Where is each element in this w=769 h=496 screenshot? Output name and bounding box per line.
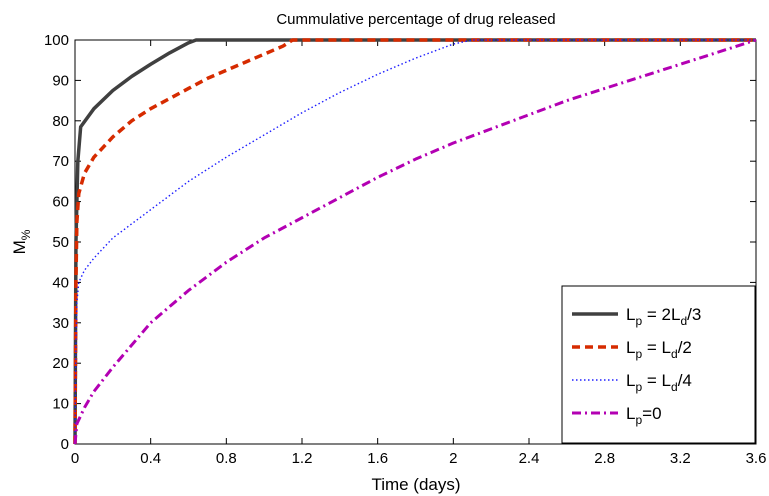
legend-label-part: d xyxy=(680,314,687,328)
x-tick-label: 2.8 xyxy=(594,450,615,467)
y-tick-label: 100 xyxy=(44,32,69,49)
series-layer xyxy=(73,38,757,445)
legend-label-part: L xyxy=(626,371,635,390)
legend-label-part: =0 xyxy=(642,404,661,423)
y-tick-label: 40 xyxy=(52,274,69,291)
legend-label-part: /2 xyxy=(678,338,692,357)
y-tick-label: 60 xyxy=(52,194,69,211)
y-tick-label: 20 xyxy=(52,355,69,372)
legend-label-part: = 2L xyxy=(642,305,680,324)
legend-box xyxy=(561,285,756,444)
x-tick-label: 3.2 xyxy=(670,450,691,467)
y-axis-label-sub: % xyxy=(19,229,33,240)
legend-label-part: = L xyxy=(642,371,671,390)
series-line-2 xyxy=(74,39,756,445)
legend: Lp = 2Ld/3Lp = Ld/2Lp = Ld/4Lp=0 xyxy=(561,285,756,444)
legend-label-part: L xyxy=(626,338,635,357)
x-tick-label: 0 xyxy=(71,450,79,467)
y-tick-label: 50 xyxy=(52,234,69,251)
y-tick-label: 30 xyxy=(52,315,69,332)
y-tick-label: 10 xyxy=(52,396,69,413)
y-tick-label: 80 xyxy=(52,113,69,130)
y-tick-label: 70 xyxy=(52,153,69,170)
series-line-1 xyxy=(73,38,756,445)
legend-label-part: p xyxy=(635,413,642,427)
legend-label-part: p xyxy=(635,347,642,361)
legend-label-part: L xyxy=(626,305,635,324)
x-tick-label: 2.4 xyxy=(519,450,540,467)
x-axis-label: Time (days) xyxy=(371,475,460,494)
x-tick-label: 3.6 xyxy=(746,450,767,467)
y-tick-label: 0 xyxy=(61,436,69,453)
y-tick-label: 90 xyxy=(52,72,69,89)
legend-label-1: Lp = Ld/2 xyxy=(626,338,692,361)
x-tick-label: 0.4 xyxy=(140,450,161,467)
legend-label-part: /4 xyxy=(678,371,692,390)
legend-label-part: /3 xyxy=(687,305,701,324)
legend-label-2: Lp = Ld/4 xyxy=(626,371,692,394)
legend-label-part: d xyxy=(671,347,678,361)
x-tick-label: 1.6 xyxy=(367,450,388,467)
legend-label-part: d xyxy=(671,380,678,394)
legend-label-part: p xyxy=(635,314,642,328)
x-tick-label: 1.2 xyxy=(292,450,313,467)
x-tick-label: 2 xyxy=(449,450,457,467)
legend-label-part: p xyxy=(635,380,642,394)
legend-label-3: Lp=0 xyxy=(626,404,662,427)
chart-title: Cummulative percentage of drug released xyxy=(276,11,555,28)
x-tick-label: 0.8 xyxy=(216,450,237,467)
y-axis-label: M% xyxy=(10,229,33,254)
legend-label-part: L xyxy=(626,404,635,423)
legend-label-part: = L xyxy=(642,338,671,357)
legend-label-0: Lp = 2Ld/3 xyxy=(626,305,701,328)
y-axis-label-main: M xyxy=(10,240,29,254)
axis-ticks: 0 0.4 0.8 1.2 1.6 2 2.4 2.8 3.2 3.6 0 10 20 30 40 50 60 7… xyxy=(44,32,766,467)
